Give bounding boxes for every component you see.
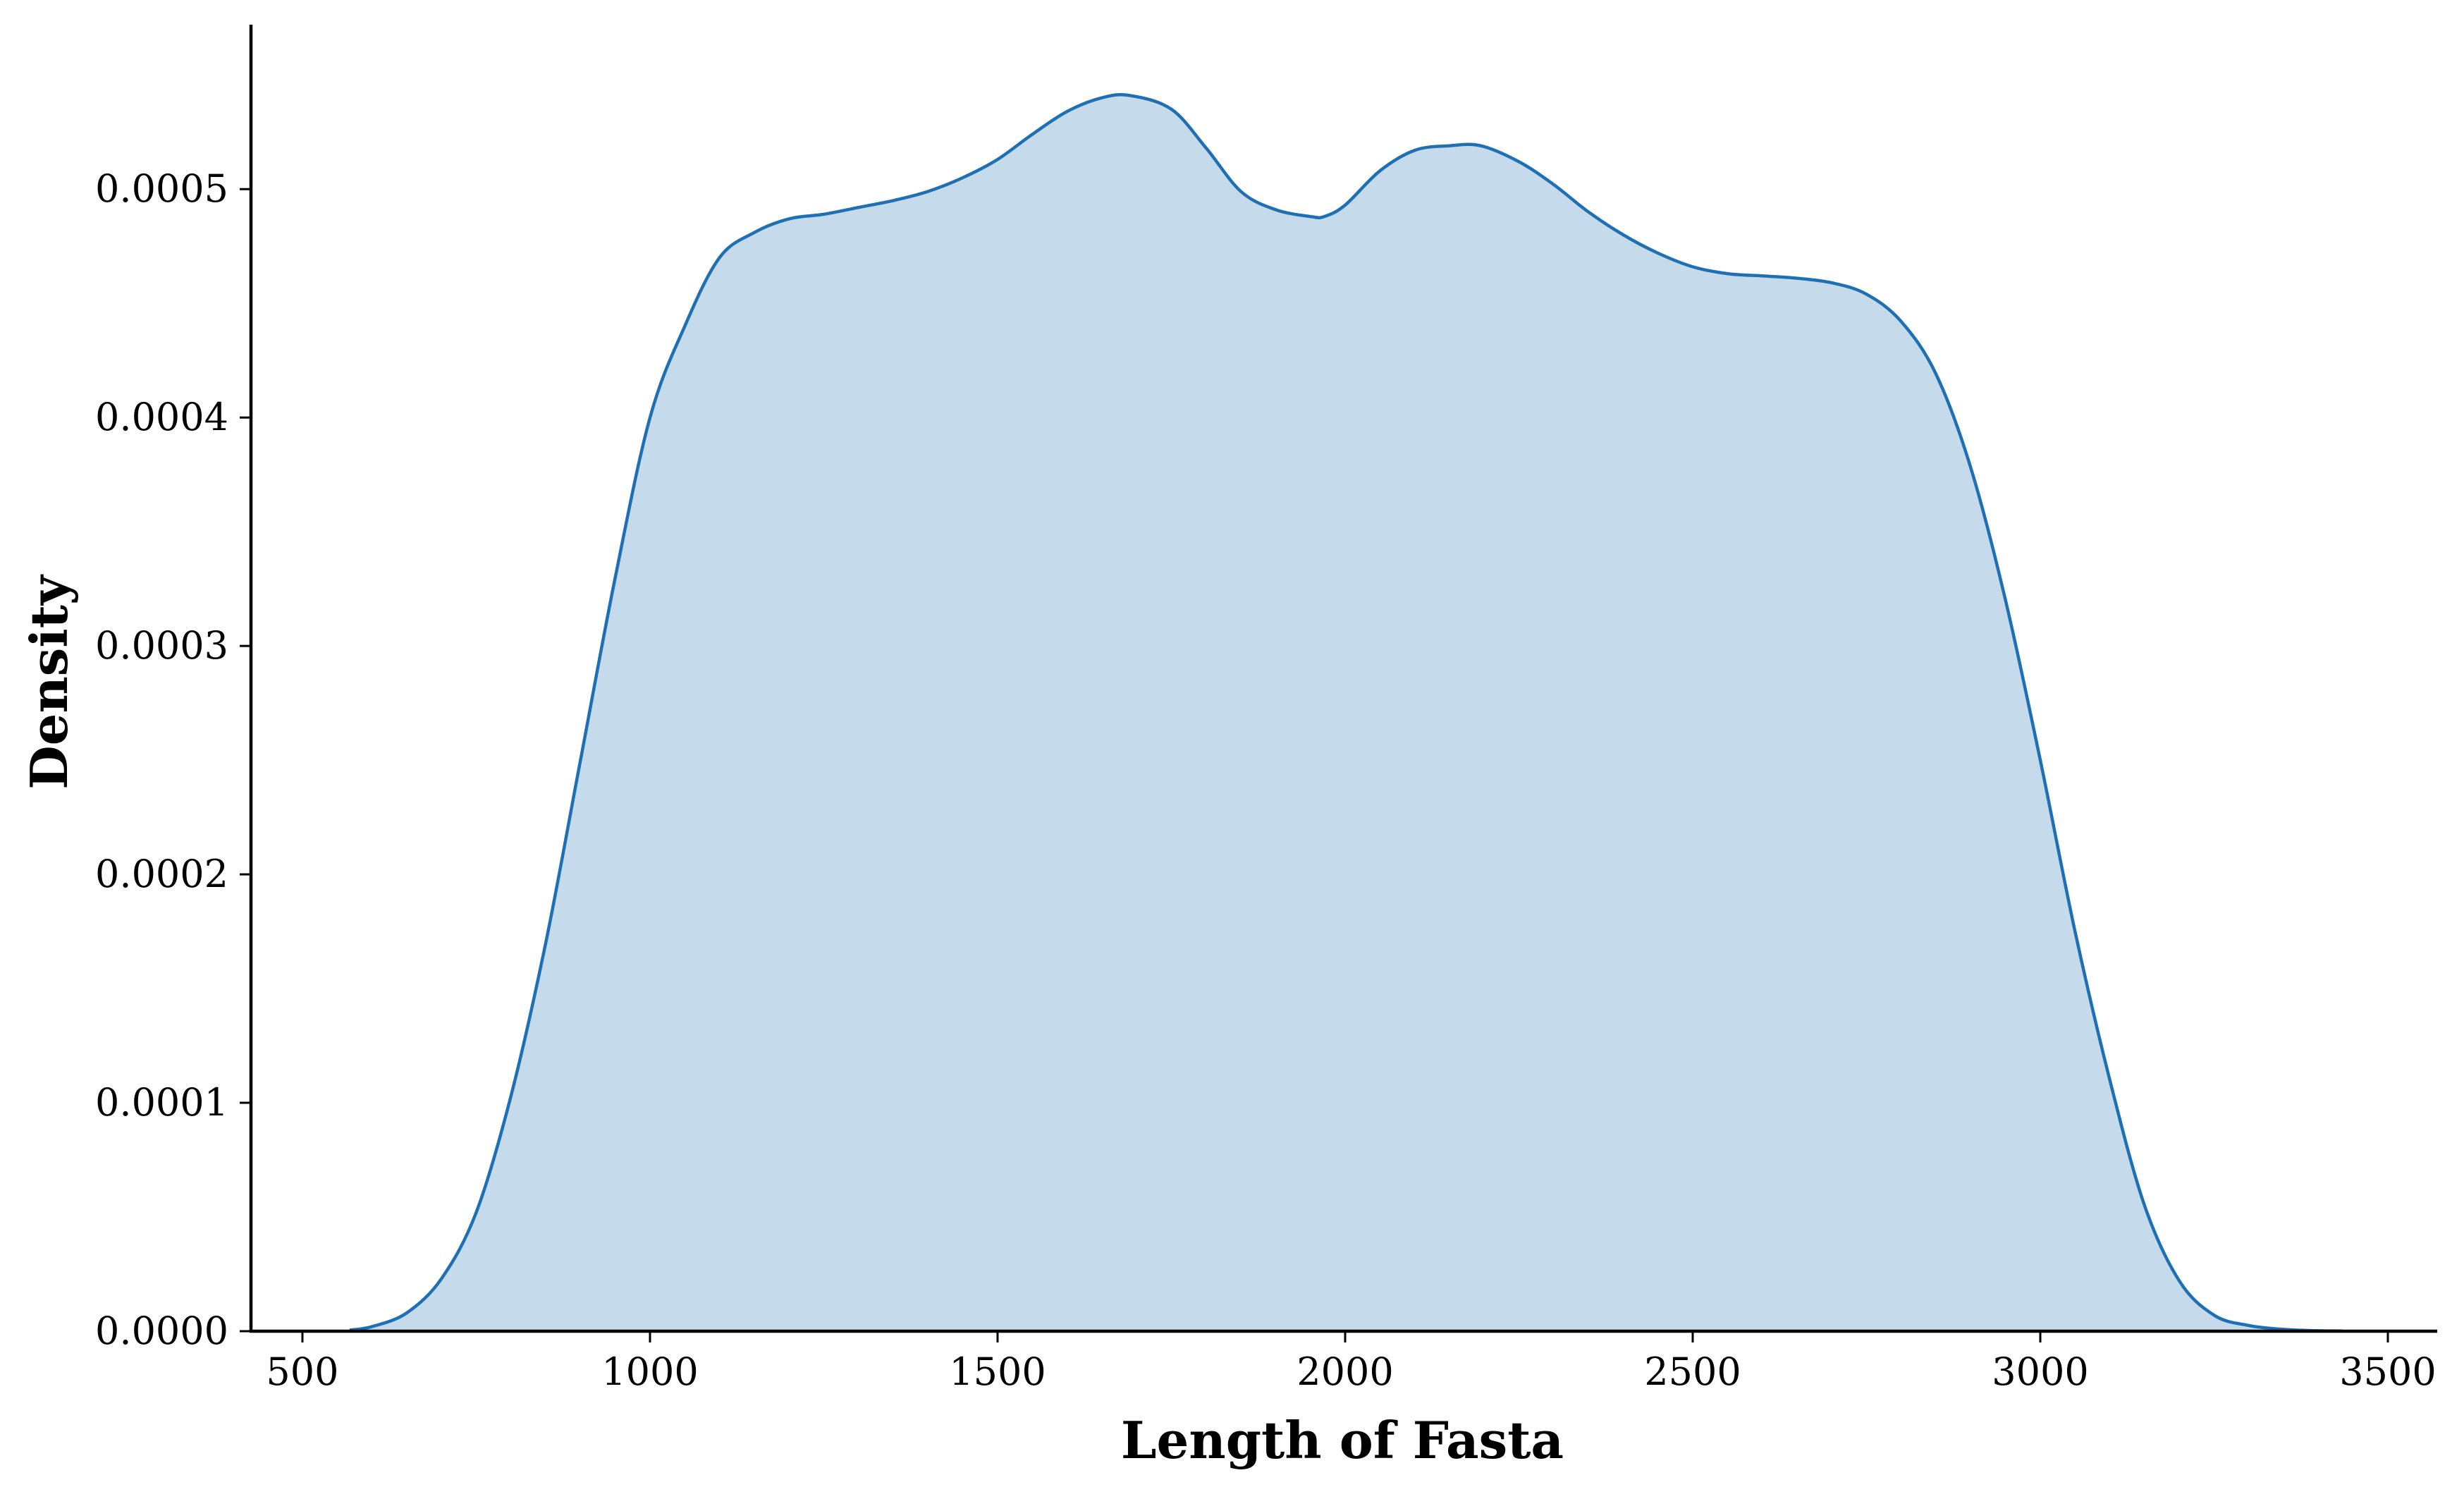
y-tick-label: 0.0002	[95, 852, 228, 896]
ticks: 500 1000 1500 2000 2500 3000 3500 0.0000 0.0001 0…	[95, 166, 2437, 1394]
x-tick-label: 2000	[1297, 1350, 1393, 1394]
y-tick-label: 0.0000	[95, 1309, 228, 1353]
axes	[249, 25, 2437, 1333]
x-tick-label: 3500	[2339, 1350, 2436, 1394]
y-tick-label: 0.0005	[95, 166, 228, 211]
density-line	[349, 92, 2343, 1333]
y-tick-label: 0.0004	[95, 395, 228, 439]
x-tick-label: 1000	[601, 1350, 698, 1394]
y-tick-label: 0.0001	[95, 1080, 228, 1125]
y-axis-title: Density	[19, 574, 79, 790]
x-tick-label: 500	[266, 1350, 338, 1394]
density-area-fill	[350, 94, 2343, 1332]
x-tick-label: 3000	[1992, 1350, 2088, 1394]
y-tick-label: 0.0003	[95, 623, 228, 668]
x-tick-label: 1500	[949, 1350, 1046, 1394]
x-axis-title: Length of Fasta	[1121, 1410, 1564, 1470]
x-tick-label: 2500	[1644, 1350, 1741, 1394]
plot-area	[349, 92, 2343, 1333]
